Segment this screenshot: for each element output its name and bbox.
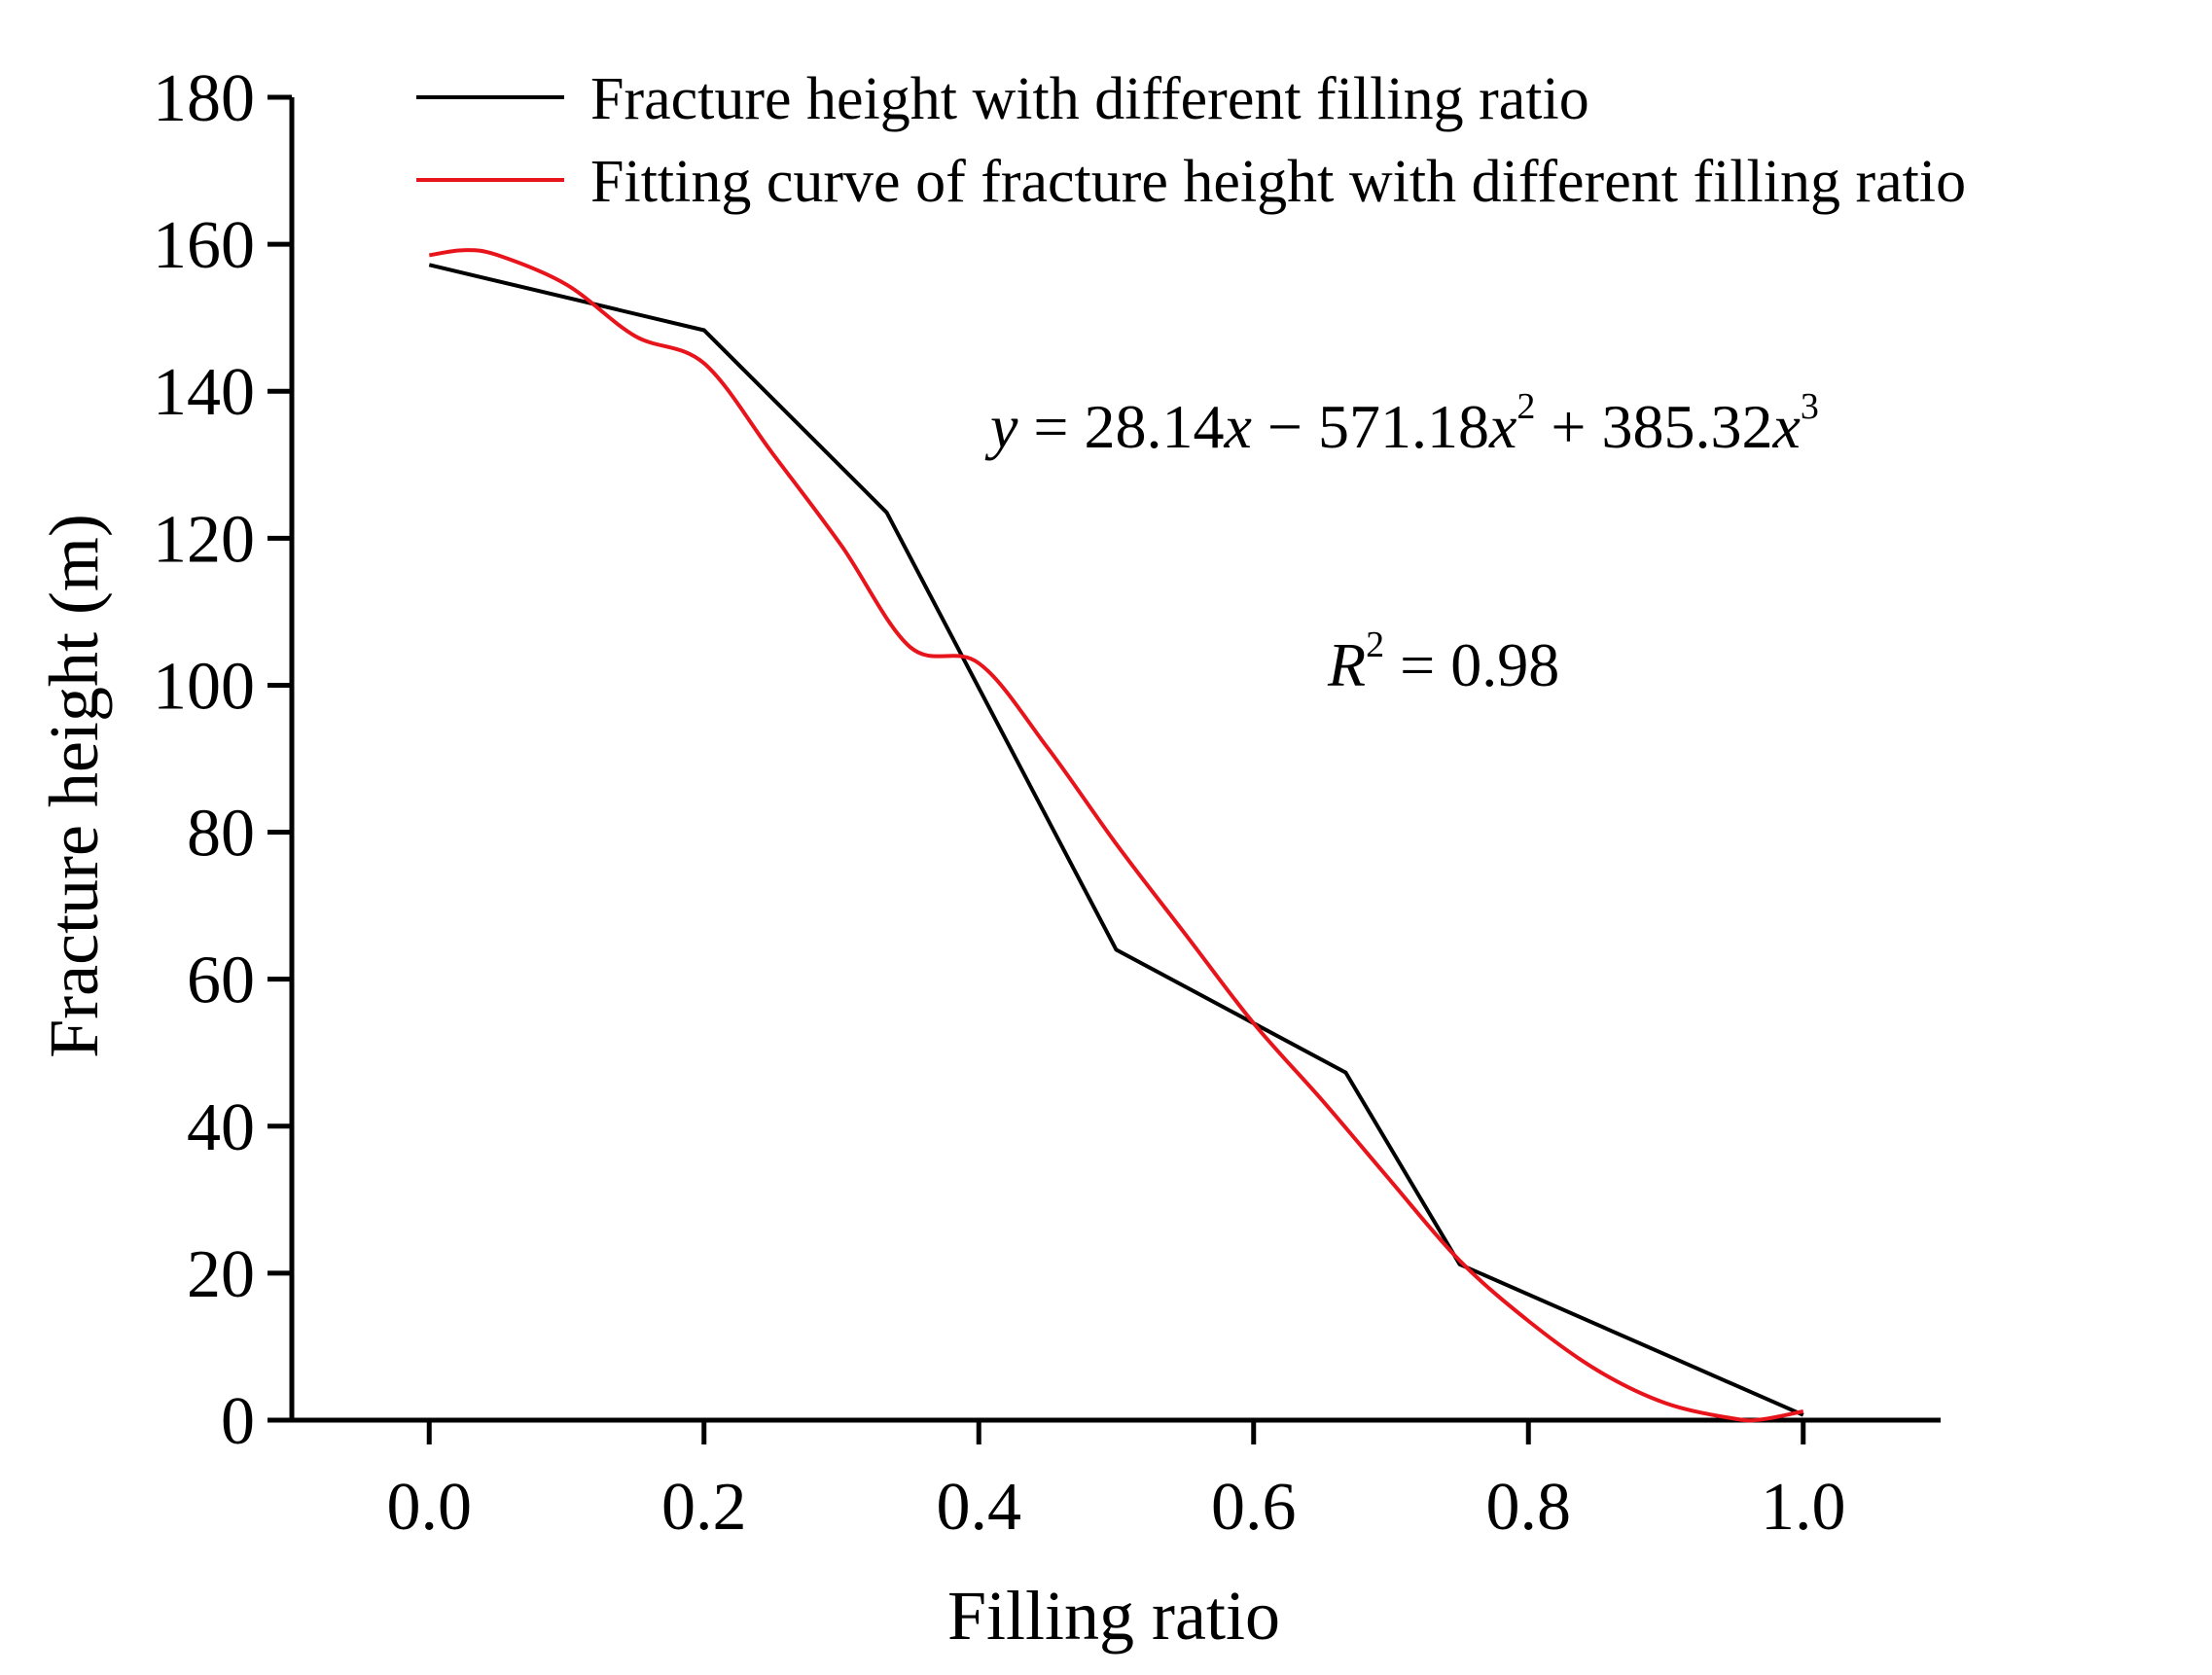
y-axis-title: Fracture height (m): [35, 514, 113, 1058]
legend-label-fit: Fitting curve of fracture height with di…: [590, 149, 1966, 215]
legend: Fracture height with different filling r…: [416, 66, 1966, 215]
eq-p3: 3: [1801, 386, 1819, 427]
y-tick-label: 140: [153, 355, 255, 430]
series-layer: [428, 248, 1804, 1423]
y-tick-label: 40: [187, 1090, 255, 1165]
fit-equation: y = 28.14x − 571.18x2 + 385.32x3: [984, 386, 1819, 461]
eq-p2: 2: [1516, 386, 1535, 427]
y-tick-label: 100: [153, 649, 255, 724]
y-ticks: 0 20 40 60 80 100 120 140 160 180: [153, 61, 292, 1459]
y-tick-label: 160: [153, 208, 255, 283]
eq-x3: x: [1772, 392, 1801, 461]
r2-value: = 0.98: [1384, 630, 1559, 699]
y-tick-label: 20: [187, 1237, 255, 1312]
y-tick-label: 120: [153, 502, 255, 577]
x-tick-label: 0.0: [387, 1470, 473, 1545]
eq-term3: + 385.32: [1535, 392, 1772, 461]
r-squared: R2 = 0.98: [1327, 624, 1559, 699]
eq-x1: x: [1224, 392, 1252, 461]
y-tick-label: 180: [153, 61, 255, 136]
legend-label-measured: Fracture height with different filling r…: [590, 66, 1589, 132]
x-tick-label: 0.2: [661, 1470, 747, 1545]
x-tick-label: 0.6: [1211, 1470, 1297, 1545]
x-tick-label: 1.0: [1761, 1470, 1846, 1545]
y-tick-label: 0: [221, 1384, 255, 1459]
x-axis-title: Filling ratio: [947, 1577, 1280, 1655]
r2-var: R: [1327, 630, 1366, 699]
axes: [289, 97, 1941, 1423]
eq-x2: x: [1488, 392, 1516, 461]
series-measured-line: [428, 263, 1804, 1417]
r2-power: 2: [1366, 624, 1384, 665]
eq-term1: = 28.14: [1017, 392, 1224, 461]
x-tick-label: 0.4: [937, 1470, 1022, 1545]
eq-y-var: y: [984, 392, 1018, 461]
x-tick-label: 0.8: [1486, 1470, 1572, 1545]
x-ticks: 0.0 0.2 0.4 0.6 0.8 1.0: [387, 1420, 1846, 1545]
y-tick-label: 80: [187, 797, 255, 872]
series-fit-curve: [428, 248, 1804, 1423]
eq-term2: − 571.18: [1252, 392, 1489, 461]
y-tick-label: 60: [187, 944, 255, 1018]
